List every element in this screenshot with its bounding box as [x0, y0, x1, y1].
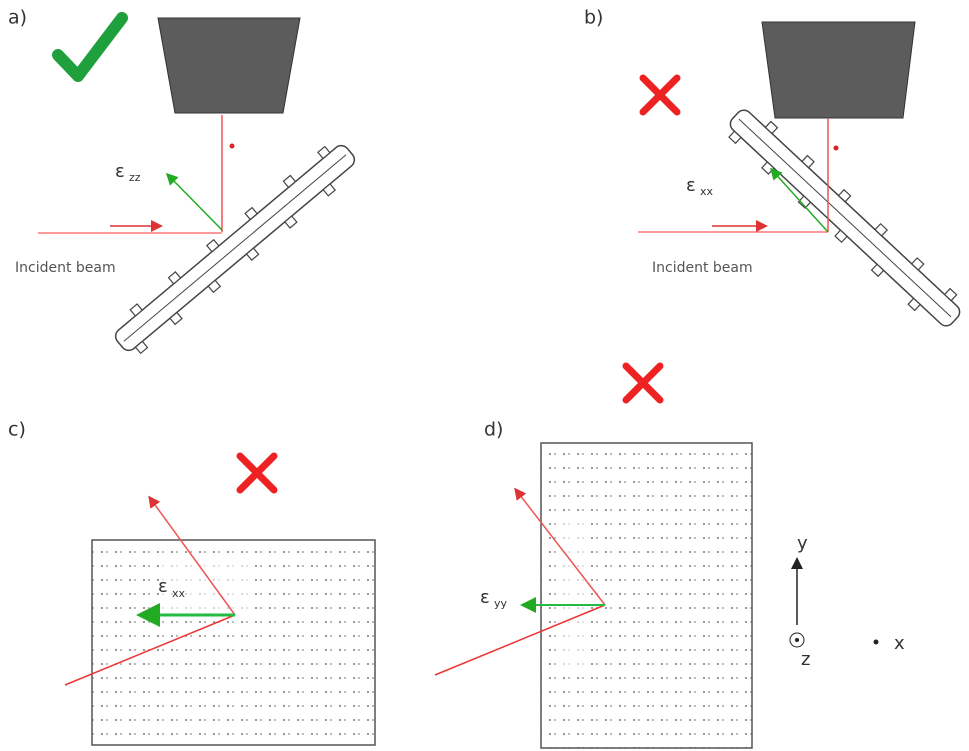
beam-label: Incident beam: [652, 260, 753, 276]
detector: [158, 18, 300, 113]
axis-label: y: [797, 533, 808, 554]
strain-subscript: xx: [700, 185, 714, 198]
cross-mark: [626, 366, 660, 400]
check-mark: [58, 18, 122, 76]
strain-subscript: xx: [172, 587, 186, 600]
panel-label: d): [484, 419, 503, 441]
axis-label: z: [801, 649, 810, 670]
sample: [722, 101, 969, 335]
axis-label: x: [894, 633, 905, 654]
strain-vector: [168, 175, 222, 230]
panel-label: a): [8, 7, 27, 29]
beam-dot: [834, 146, 839, 151]
panel-label: b): [584, 7, 603, 29]
beam-dot: [230, 144, 235, 149]
cross-mark: [240, 456, 274, 490]
strain-subscript: yy: [494, 597, 508, 610]
detector: [762, 22, 915, 118]
beam-label: Incident beam: [15, 260, 116, 276]
strain-symbol: ε: [158, 576, 168, 597]
figure: a) ε zz Incident beam b) ε xx Incident b…: [0, 0, 969, 751]
illuminated-area: [562, 520, 584, 670]
strain-symbol: ε: [480, 587, 490, 608]
z-axis-dot: [795, 638, 799, 642]
illuminated-area: [160, 555, 255, 615]
strain-symbol: ε: [115, 161, 125, 182]
panel-label: c): [8, 419, 26, 441]
strain-subscript: zz: [129, 171, 141, 184]
x-axis-dot: [874, 640, 879, 645]
sample: [107, 136, 363, 359]
strain-symbol: ε: [686, 175, 696, 196]
cross-mark: [643, 78, 677, 112]
